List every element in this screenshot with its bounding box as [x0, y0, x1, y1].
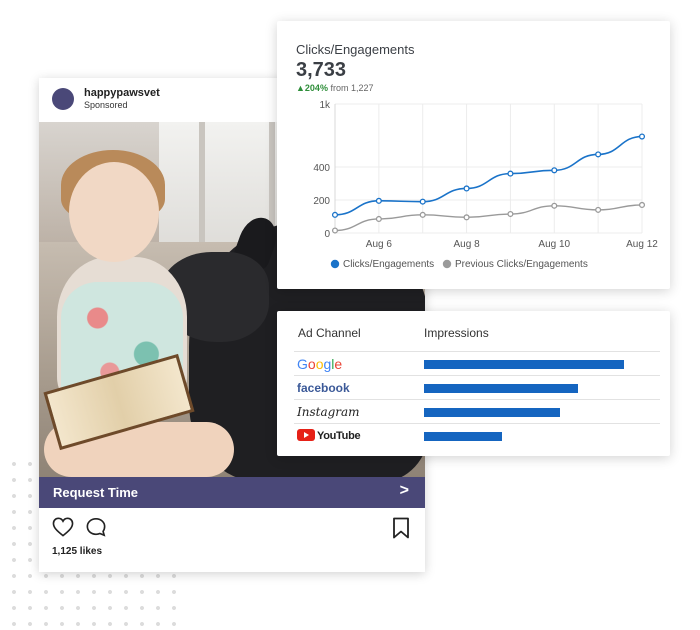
request-time-button[interactable]: Request Time > — [39, 477, 425, 508]
table-row: Instagram — [294, 399, 660, 423]
post-username[interactable]: happypawsvet — [84, 87, 160, 99]
legend-marker — [442, 259, 452, 269]
chart-title: Clicks/Engagements — [296, 42, 415, 57]
youtube-label: YouTube — [317, 430, 361, 442]
youtube-play-icon — [297, 429, 315, 441]
change-from: from 1,227 — [330, 83, 374, 93]
chart-total: 3,733 — [296, 59, 347, 81]
change-percent: 204% — [304, 83, 328, 93]
post-header: happypawsvet Sponsored — [39, 78, 425, 122]
col-header-ad-channel: Ad Channel — [298, 326, 361, 340]
impressions-bar — [424, 360, 624, 369]
likes-count: 1,125 likes — [52, 546, 103, 557]
data-point — [551, 202, 558, 209]
table-row: facebook — [294, 375, 660, 399]
data-point — [375, 215, 382, 223]
y-tick-label: 200 — [313, 196, 330, 207]
col-header-impressions: Impressions — [424, 326, 489, 340]
legend-label: Previous Clicks/Engagements — [455, 259, 588, 270]
x-tick-label: Aug 6 — [366, 239, 393, 250]
chart-change: ▲204% from 1,227 — [296, 83, 374, 93]
impressions-bar — [424, 408, 560, 417]
table-row: YouTube — [294, 423, 660, 447]
series-line-current — [334, 135, 643, 216]
data-point — [638, 133, 646, 140]
data-point — [419, 198, 426, 205]
data-point — [595, 206, 602, 213]
series-line-previous — [334, 204, 643, 232]
data-point — [507, 210, 514, 218]
sponsored-label: Sponsored — [84, 100, 128, 110]
comment-icon[interactable] — [85, 517, 107, 537]
youtube-logo: YouTube — [297, 429, 361, 442]
data-point — [595, 151, 602, 158]
clicks-chart-card: Clicks/Engagements 3,733 ▲204% from 1,22… — [277, 21, 670, 289]
avatar[interactable] — [52, 88, 74, 110]
data-point — [419, 211, 426, 218]
post-actions: 1,125 likes — [39, 508, 425, 572]
data-point — [507, 170, 514, 177]
line-chart: 0 200 400 1k Aug 6 Aug 8 Aug 10 Aug 12 Clicks/En… — [313, 100, 658, 270]
google-logo: Google — [297, 356, 343, 372]
data-point — [331, 227, 339, 234]
instagram-logo: Instagram — [297, 405, 360, 419]
x-tick-label: Aug 10 — [538, 239, 570, 250]
data-point — [551, 167, 558, 174]
bookmark-icon[interactable] — [392, 517, 410, 539]
legend-marker — [330, 259, 340, 269]
data-point — [375, 197, 382, 204]
y-tick-label: 0 — [324, 229, 330, 240]
x-tick-label: Aug 12 — [626, 239, 658, 250]
window-bar — [199, 122, 205, 262]
data-point — [638, 201, 646, 209]
legend-label: Clicks/Engagements — [343, 259, 434, 270]
impressions-bar — [424, 384, 578, 393]
request-time-label: Request Time — [53, 485, 139, 500]
table-row: Google — [294, 351, 660, 375]
data-point — [463, 185, 470, 192]
ad-channel-card: Ad Channel Impressions Google facebook I… — [277, 311, 670, 456]
photo-child-head — [69, 162, 159, 262]
trend-up-icon: ▲ — [296, 83, 305, 93]
facebook-logo: facebook — [297, 381, 350, 395]
chevron-right-icon: > — [399, 482, 409, 499]
y-tick-label: 400 — [313, 163, 330, 174]
window-bar — [269, 122, 275, 262]
y-tick-label: 1k — [319, 100, 331, 111]
x-tick-label: Aug 8 — [454, 239, 481, 250]
data-point — [331, 211, 339, 218]
impressions-bar — [424, 432, 502, 441]
data-point — [463, 214, 470, 221]
heart-icon[interactable] — [52, 517, 74, 537]
